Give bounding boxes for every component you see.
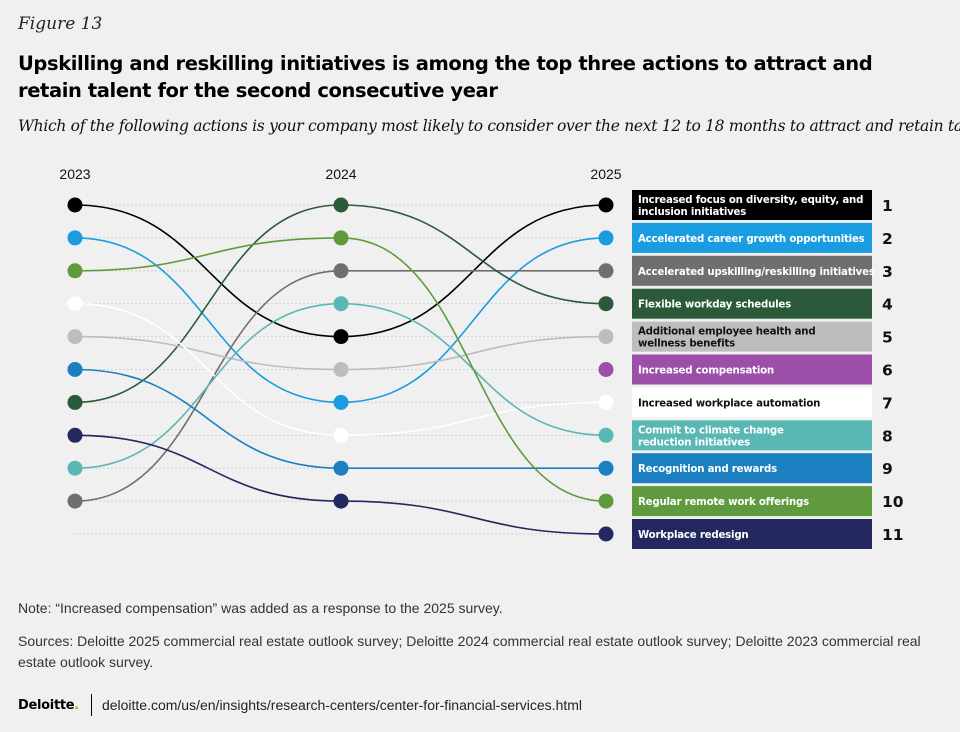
series-line: [340, 500, 607, 535]
data-point: [333, 263, 349, 279]
figure-label: Figure 13: [18, 14, 103, 34]
year-label: 2023: [59, 166, 90, 182]
series-line: [340, 401, 607, 437]
footer-link[interactable]: deloitte.com/us/en/insights/research-cen…: [101, 697, 583, 713]
rank-label: 5: [882, 329, 893, 347]
data-point: [67, 460, 83, 476]
data-point: [598, 526, 614, 542]
legend-label: Additional employee health and: [638, 327, 815, 338]
legend-label: Accelerated upskilling/reskilling initia…: [638, 267, 875, 278]
series-line: [74, 302, 342, 469]
data-point: [67, 230, 83, 246]
legend-box: [632, 519, 872, 549]
legend-label: Commit to climate change: [638, 425, 784, 436]
legend-label: wellness benefits: [638, 339, 735, 350]
series-line: [74, 237, 342, 272]
data-point: [598, 362, 614, 377]
footer: Deloitte. deloitte.com/us/en/insights/re…: [18, 694, 582, 716]
data-point: [333, 197, 349, 213]
series-line: [74, 368, 342, 469]
legend-box: [632, 288, 872, 319]
rank-label: 11: [882, 526, 904, 544]
data-point: [67, 493, 83, 509]
chart-note: Note: “Increased compensation” was added…: [18, 600, 503, 616]
data-point: [598, 230, 614, 246]
legend-label: Flexible workday schedules: [638, 300, 791, 311]
rank-label: 4: [882, 296, 893, 314]
legend-label: reduction initiatives: [638, 437, 750, 448]
data-point: [67, 427, 83, 443]
legend-box: [632, 321, 872, 352]
series-line: [340, 335, 607, 371]
data-point: [598, 493, 614, 509]
data-point: [598, 263, 614, 279]
bump-chart: 2023 2024 2025 Increased focus on diversity…: [59, 166, 904, 549]
series-line: [74, 434, 342, 502]
legend-label: Regular remote work offerings: [638, 497, 809, 508]
data-point: [598, 197, 614, 213]
year-label: 2024: [325, 166, 356, 182]
series-line: [74, 237, 342, 404]
legend-box: [632, 420, 872, 451]
data-point: [333, 230, 349, 246]
data-point: [67, 329, 83, 345]
legend-label: Recognition and rewards: [638, 464, 777, 475]
rank-label: 3: [882, 263, 893, 281]
legend-label: Accelerated career growth opportunities: [638, 234, 865, 245]
data-point: [67, 362, 83, 377]
rank-label: 10: [882, 493, 904, 511]
legend-label: Increased workplace automation: [638, 398, 820, 409]
data-point: [67, 197, 83, 213]
year-label: 2025: [590, 166, 621, 182]
legend-box: [632, 387, 872, 418]
legend-box: [632, 354, 872, 385]
data-point: [333, 296, 349, 312]
rank-label: 1: [882, 197, 893, 215]
legend-box: [632, 222, 872, 253]
legend-label: inclusion initiatives: [638, 207, 746, 218]
data-point: [333, 460, 349, 476]
data-point: [598, 427, 614, 443]
footer-divider: [90, 694, 92, 716]
legend-label: Workplace redesign: [638, 530, 748, 541]
legend-box: [632, 453, 872, 484]
data-point: [333, 493, 349, 509]
chart-subtitle: Which of the following actions is your c…: [18, 117, 960, 135]
series-line: [340, 237, 607, 404]
data-point: [67, 296, 83, 312]
rank-label: 7: [882, 394, 893, 412]
series-line: [74, 335, 342, 371]
chart-sources: Sources: Deloitte 2025 commercial real e…: [18, 633, 921, 670]
series-line: [74, 204, 342, 338]
series-line: [340, 204, 607, 305]
series-line: [74, 204, 342, 404]
legend-label: Increased focus on diversity, equity, an…: [638, 195, 863, 206]
deloitte-logo: Deloitte.: [18, 697, 79, 713]
data-point: [333, 427, 349, 443]
legend-label: Increased compensation: [638, 366, 774, 377]
rank-label: 9: [882, 460, 893, 478]
series-line: [74, 302, 342, 437]
data-point: [67, 394, 83, 410]
data-point: [598, 329, 614, 345]
data-point: [67, 263, 83, 279]
data-point: [598, 296, 614, 312]
series-line: [340, 237, 607, 502]
rank-label: 2: [882, 230, 893, 248]
data-point: [598, 460, 614, 476]
data-point: [333, 362, 349, 377]
data-point: [333, 329, 349, 345]
data-point: [598, 394, 614, 410]
chart-title: Upskilling and reskilling initiatives is…: [18, 52, 873, 102]
rank-label: 8: [882, 427, 893, 445]
legend-box: [632, 190, 872, 220]
legend-box: [632, 486, 872, 517]
data-point: [333, 394, 349, 410]
rank-label: 6: [882, 362, 893, 380]
legend-box: [632, 255, 872, 286]
